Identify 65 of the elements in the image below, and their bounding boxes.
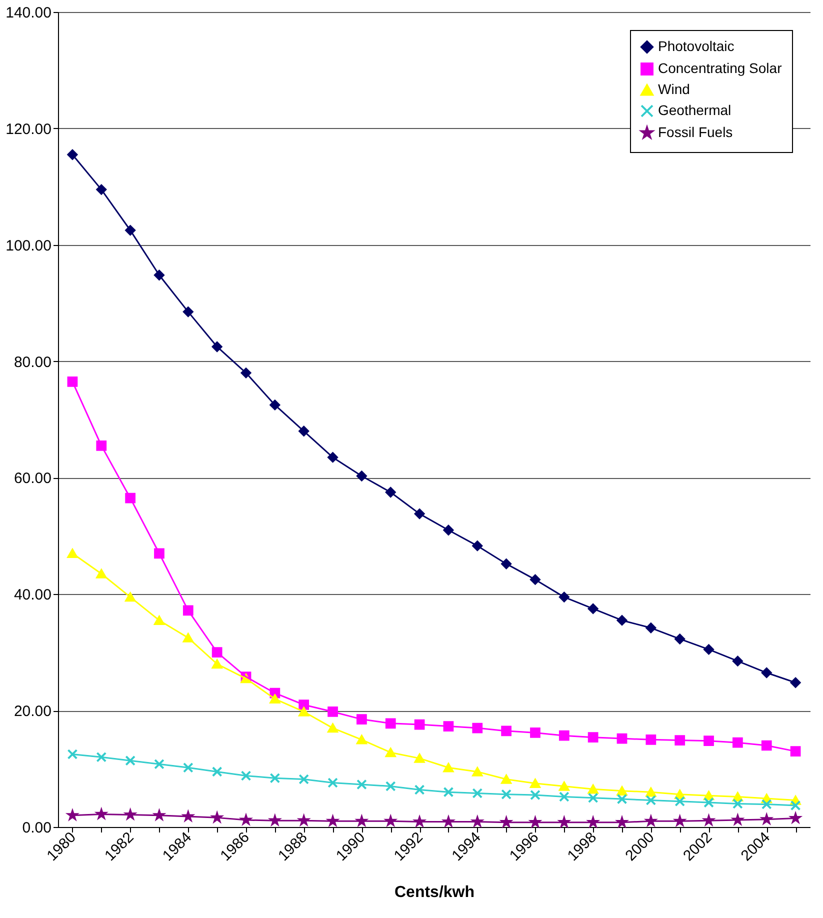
- point: [501, 789, 512, 800]
- point: [588, 784, 598, 794]
- point: [530, 778, 540, 788]
- point: [646, 795, 656, 806]
- legend-label: Photovoltaic: [658, 38, 734, 54]
- point: [385, 718, 396, 729]
- x-axis-title: Cents/kwh: [394, 884, 475, 901]
- point: [646, 734, 656, 745]
- point: [472, 788, 483, 798]
- point: [270, 772, 280, 784]
- point: [790, 677, 801, 688]
- point: [704, 736, 714, 746]
- point: [240, 368, 252, 378]
- point: [240, 770, 252, 781]
- y-tick-label: 40.00: [14, 586, 52, 604]
- point: [558, 730, 570, 741]
- point: [212, 766, 222, 777]
- point: [443, 786, 454, 798]
- point: [356, 779, 367, 790]
- y-tick-label: 120.00: [6, 120, 52, 138]
- point: [530, 728, 540, 738]
- point: [588, 732, 598, 743]
- point: [790, 800, 801, 811]
- point: [96, 752, 107, 762]
- y-tick-label: 60.00: [14, 470, 52, 488]
- y-tick-label: 100.00: [6, 237, 52, 254]
- point: [558, 782, 570, 791]
- point: [356, 735, 367, 744]
- point: [96, 440, 107, 451]
- y-tick-label: 140.00: [6, 4, 52, 22]
- legend-label: Fossil Fuels: [658, 124, 733, 140]
- point: [414, 754, 425, 763]
- point: [674, 796, 686, 807]
- point: [501, 774, 512, 784]
- point: [530, 790, 540, 800]
- point: [67, 548, 78, 558]
- point: [761, 799, 772, 810]
- point: [154, 758, 164, 770]
- y-tick-label: 0.00: [22, 820, 52, 836]
- point: [472, 767, 483, 776]
- legend-label: Concentrating Solar: [658, 60, 782, 76]
- point: [356, 714, 367, 724]
- point: [558, 792, 570, 802]
- point: [790, 746, 801, 757]
- y-tick-label: 80.00: [14, 354, 52, 371]
- legend-label: Geothermal: [658, 102, 732, 118]
- point: [328, 778, 338, 788]
- legend-label: Wind: [658, 81, 690, 97]
- point: [182, 762, 194, 773]
- point: [298, 774, 310, 784]
- point: [154, 548, 164, 559]
- point: [732, 737, 743, 748]
- point: [67, 149, 78, 160]
- point: [125, 755, 136, 766]
- point: [674, 735, 686, 746]
- point: [588, 792, 598, 804]
- point: [328, 706, 338, 717]
- point: [385, 781, 396, 792]
- point: [704, 797, 714, 808]
- point: [414, 784, 425, 795]
- point: [67, 376, 78, 387]
- point: [732, 798, 743, 809]
- point: [67, 749, 78, 760]
- point: [616, 794, 628, 804]
- y-tick-label: 20.00: [14, 703, 52, 720]
